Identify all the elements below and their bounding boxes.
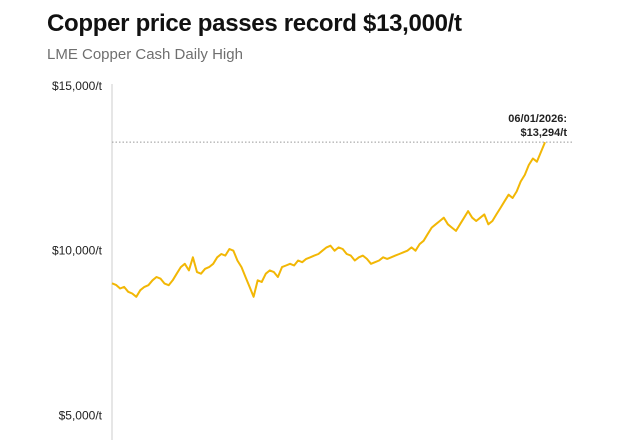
y-tick-label: $5,000/t: [59, 408, 103, 422]
y-axis-ticks: $5,000/t $10,000/t $15,000/t: [52, 79, 103, 422]
y-tick-label: $10,000/t: [52, 244, 103, 258]
chart-title: Copper price passes record $13,000/t: [47, 10, 462, 37]
y-tick-label: $15,000/t: [52, 79, 103, 93]
annotation-date: 06/01/2026:: [508, 113, 567, 125]
annotation-value: $13,294/t: [521, 127, 568, 139]
series-line-copper-price: [111, 141, 546, 298]
chart-subtitle: LME Copper Cash Daily High: [47, 46, 243, 63]
